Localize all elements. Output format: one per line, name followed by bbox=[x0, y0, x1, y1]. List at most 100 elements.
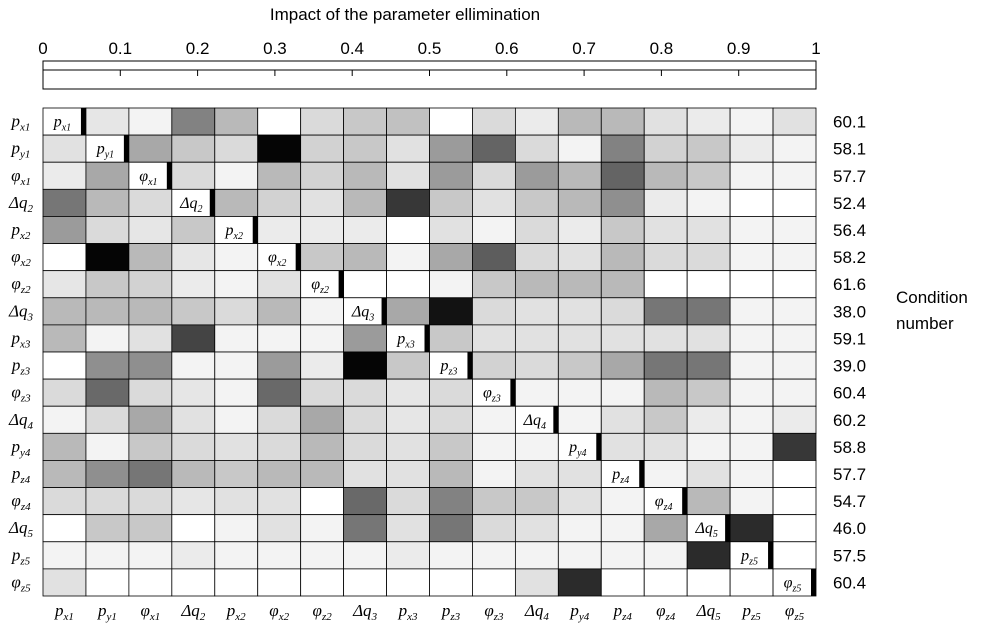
heatmap-cell bbox=[386, 568, 430, 597]
heatmap-cell bbox=[429, 432, 473, 461]
heatmap-cell bbox=[42, 188, 87, 217]
heatmap-cell bbox=[300, 161, 345, 190]
scale-tick-label: 0.1 bbox=[108, 39, 132, 58]
heatmap-cell bbox=[514, 134, 559, 163]
column-labels: px1 py1 φx1 Δq2 px2 φx2 φz2 Δq3 px3 pz3 φz3 Δq4 py4 p… bbox=[54, 601, 805, 623]
heatmap-cell bbox=[643, 351, 688, 380]
heatmap-cell bbox=[171, 514, 216, 543]
heatmap-cell bbox=[772, 378, 817, 407]
heatmap-cell bbox=[85, 351, 130, 380]
scale-tick-label: 0.5 bbox=[418, 39, 442, 58]
condition-number: 58.8 bbox=[833, 438, 866, 457]
heatmap-cell bbox=[600, 514, 645, 543]
heatmap-cell bbox=[128, 243, 173, 272]
heatmap-cell bbox=[472, 161, 516, 190]
heatmap-cell bbox=[729, 243, 774, 272]
heatmap-cell bbox=[686, 432, 731, 461]
heatmap-cell bbox=[514, 351, 559, 380]
heatmap-cell bbox=[171, 568, 216, 597]
heatmap-cell bbox=[300, 460, 345, 488]
condition-number-label-line2: number bbox=[896, 314, 954, 333]
heatmap-cell bbox=[557, 134, 602, 163]
diagonal-marker bbox=[510, 379, 516, 407]
heatmap-cell bbox=[171, 432, 216, 461]
heatmap-cell bbox=[214, 460, 259, 488]
heatmap-cell bbox=[557, 487, 602, 516]
heatmap-cell bbox=[128, 107, 173, 136]
diagonal-label: px3 bbox=[396, 330, 414, 350]
condition-number: 57.7 bbox=[833, 465, 866, 484]
heatmap-cell bbox=[85, 405, 130, 434]
heatmap-cell bbox=[343, 243, 387, 272]
heatmap-cell bbox=[729, 432, 774, 461]
heatmap-cell bbox=[171, 297, 216, 326]
heatmap-cell bbox=[772, 324, 817, 353]
row-labels: px1 py1 φx1 Δq2 px2 φx2 φz2 Δq3 px3 pz3 φz3 Δq4 py4 p… bbox=[8, 112, 33, 595]
heatmap-cell bbox=[557, 514, 602, 543]
heatmap-cell bbox=[600, 134, 645, 163]
heatmap-cell bbox=[772, 243, 817, 272]
heatmap-cell bbox=[42, 378, 87, 407]
row-label: py1 bbox=[11, 139, 31, 161]
condition-number-label-line1: Condition bbox=[896, 288, 968, 307]
heatmap-cell bbox=[600, 243, 645, 272]
heatmap-cell bbox=[171, 351, 216, 380]
heatmap-cell bbox=[600, 188, 645, 217]
heatmap-cell bbox=[214, 324, 259, 353]
heatmap-cell bbox=[386, 432, 430, 461]
heatmap-cell bbox=[429, 270, 473, 299]
heatmap-cell bbox=[643, 324, 688, 353]
heatmap-cell bbox=[343, 432, 387, 461]
diagonal-cell bbox=[643, 487, 688, 516]
heatmap-cell bbox=[557, 243, 602, 272]
heatmap-cell bbox=[643, 378, 688, 407]
diagonal-marker bbox=[811, 568, 816, 596]
heatmap-cell bbox=[514, 541, 559, 570]
column-label: φz3 bbox=[484, 601, 504, 623]
heatmap-cell bbox=[257, 107, 302, 136]
diagonal-cell bbox=[557, 432, 602, 461]
heatmap-cell bbox=[686, 405, 731, 434]
heatmap-cell bbox=[686, 297, 731, 326]
heatmap-cell bbox=[257, 378, 302, 407]
diagonal-marker bbox=[338, 270, 344, 298]
heatmap-cell bbox=[643, 297, 688, 326]
heatmap-cell bbox=[729, 378, 774, 407]
scale-tick-label: 0.8 bbox=[650, 39, 674, 58]
heatmap-cell bbox=[85, 460, 130, 488]
heatmap-cell bbox=[686, 460, 731, 488]
heatmap-cell bbox=[429, 107, 473, 136]
heatmap-cell bbox=[600, 378, 645, 407]
heatmap-cell bbox=[472, 270, 516, 299]
heatmap-cell bbox=[85, 514, 130, 543]
heatmap-cell bbox=[557, 405, 602, 434]
diagonal-marker bbox=[553, 406, 559, 434]
heatmap-cell bbox=[557, 541, 602, 570]
diagonal-label: Δq2 bbox=[179, 195, 202, 215]
heatmap-cell bbox=[772, 351, 817, 380]
condition-number: 57.7 bbox=[833, 167, 866, 186]
heatmap-cell bbox=[128, 188, 173, 217]
heatmap-cell bbox=[472, 216, 516, 244]
heatmap-cell bbox=[300, 134, 345, 163]
diagonal-marker bbox=[768, 541, 774, 569]
heatmap-cell bbox=[514, 161, 559, 190]
heatmap-cell bbox=[214, 541, 259, 570]
heatmap-cell bbox=[171, 324, 216, 353]
heatmap-cell bbox=[686, 378, 731, 407]
scale-tick-label: 0 bbox=[38, 39, 47, 58]
heatmap-cell bbox=[386, 243, 430, 272]
heatmap-cell bbox=[514, 107, 559, 136]
heatmap-cell bbox=[171, 541, 216, 570]
row-label: px1 bbox=[11, 112, 31, 134]
heatmap-cell bbox=[128, 568, 173, 597]
heatmap-cell bbox=[128, 432, 173, 461]
heatmap-cell bbox=[214, 161, 259, 190]
heatmap-cell bbox=[257, 134, 302, 163]
heatmap-cell bbox=[85, 487, 130, 516]
heatmap-cell bbox=[128, 460, 173, 488]
heatmap-cell bbox=[42, 460, 87, 488]
row-label: pz3 bbox=[11, 356, 31, 378]
row-label: Δq2 bbox=[8, 193, 33, 215]
diagonal-marker bbox=[725, 514, 731, 542]
